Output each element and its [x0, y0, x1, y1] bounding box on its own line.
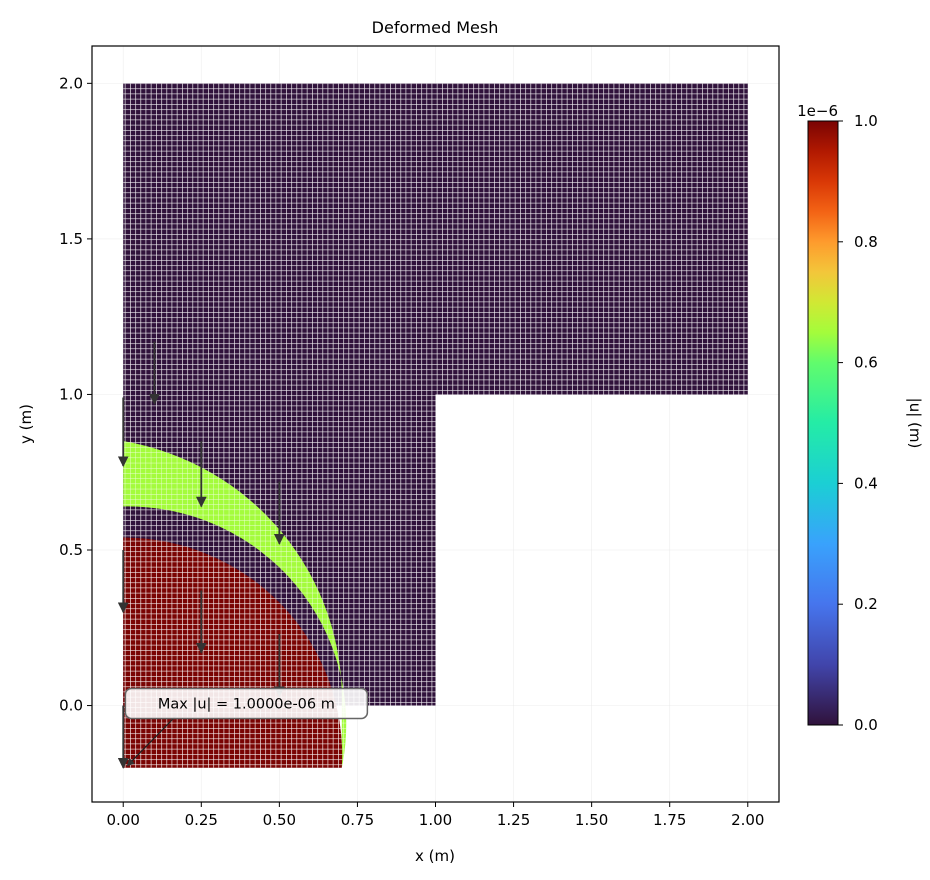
- x-tick-label: 1.00: [419, 811, 452, 829]
- y-tick-label: 2.0: [59, 74, 83, 92]
- colorbar-offset-text: 1e−6: [797, 102, 838, 120]
- colorbar-tick-label: 1.0: [854, 112, 878, 130]
- x-axis-label: x (m): [415, 847, 455, 865]
- x-tick-label: 2.00: [731, 811, 764, 829]
- y-tick-label: 0.0: [59, 697, 83, 715]
- colorbar-tick-label: 0.6: [854, 354, 878, 372]
- annotation-box: [124, 687, 369, 720]
- colorbar: [807, 120, 839, 726]
- displacement-arrows: [117, 341, 285, 769]
- x-tick-label: 1.50: [575, 811, 608, 829]
- x-tick-label: 0.75: [341, 811, 374, 829]
- y-axis-ticks: 0.0 0.5 1.0 1.5 2.0: [59, 74, 92, 715]
- colorbar-tick-label: 0.4: [854, 474, 878, 492]
- max-annotation: Max |u| = 1.0000e-06 m: [124, 687, 369, 767]
- x-tick-label: 0.25: [185, 811, 218, 829]
- chart-title: Deformed Mesh: [372, 18, 499, 37]
- annotation-text: Max |u| = 1.0000e-06 m: [158, 696, 335, 712]
- colorbar-tick-label: 0.2: [854, 595, 878, 613]
- colorbar-label: |u| (m): [906, 398, 924, 449]
- annulus-band-lines: [123, 441, 347, 768]
- y-tick-label: 1.5: [59, 230, 83, 248]
- y-tick-label: 0.5: [59, 541, 83, 559]
- colorbar-tick-label: 0.8: [854, 233, 878, 251]
- x-tick-label: 1.25: [497, 811, 530, 829]
- annotation-arrow: [126, 714, 177, 767]
- x-axis-ticks: 0.00 0.25 0.50 0.75 1.00 1.25 1.50 1.75 2.00: [107, 802, 764, 829]
- y-axis-label: y (m): [17, 404, 35, 444]
- colorbar-tick-label: 0.0: [854, 716, 878, 734]
- x-tick-label: 0.00: [107, 811, 140, 829]
- colorbar-ticks: 0.0 0.2 0.4 0.6 0.8 1.0: [838, 112, 878, 734]
- y-tick-label: 1.0: [59, 385, 83, 403]
- x-tick-label: 1.75: [653, 811, 686, 829]
- x-tick-label: 0.50: [263, 811, 296, 829]
